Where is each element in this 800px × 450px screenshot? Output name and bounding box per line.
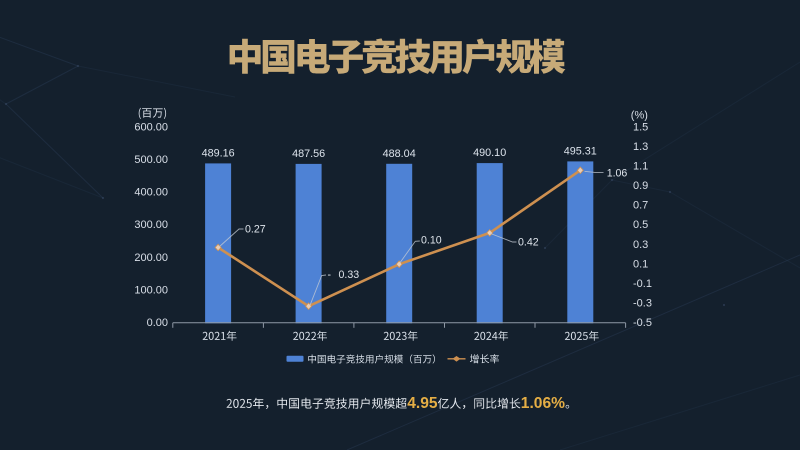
svg-text:1.5: 1.5 xyxy=(633,122,648,134)
svg-text:489.16: 489.16 xyxy=(202,148,235,160)
svg-text:490.10: 490.10 xyxy=(473,147,506,159)
svg-text:500.00: 500.00 xyxy=(134,154,168,166)
svg-text:-0.5: -0.5 xyxy=(633,317,652,329)
svg-text:1.3: 1.3 xyxy=(633,141,648,153)
svg-text:0.00: 0.00 xyxy=(147,317,168,329)
svg-text:495.31: 495.31 xyxy=(564,146,597,158)
svg-text:300.00: 300.00 xyxy=(134,219,168,231)
svg-text:-: - xyxy=(328,269,332,281)
svg-text:100.00: 100.00 xyxy=(134,284,168,296)
svg-text:-0.3: -0.3 xyxy=(633,297,652,309)
svg-text:0.9: 0.9 xyxy=(633,180,648,192)
svg-text:0.5: 0.5 xyxy=(633,219,648,231)
svg-text:0.42: 0.42 xyxy=(518,237,539,249)
svg-text:4.95: 4.95 xyxy=(407,395,438,412)
svg-text:0.1: 0.1 xyxy=(633,258,648,270)
svg-text:1.06: 1.06 xyxy=(607,168,628,180)
svg-text:1.1: 1.1 xyxy=(633,161,648,173)
svg-text:0.3: 0.3 xyxy=(633,239,648,251)
svg-text:200.00: 200.00 xyxy=(134,252,168,264)
svg-text:(%): (%) xyxy=(631,109,648,121)
svg-text:0.27: 0.27 xyxy=(245,224,266,236)
svg-text:600.00: 600.00 xyxy=(134,122,168,134)
svg-text:-0.1: -0.1 xyxy=(633,278,652,290)
svg-text:0.7: 0.7 xyxy=(633,200,648,212)
svg-text:1.06%: 1.06% xyxy=(521,395,565,412)
svg-text:0.10: 0.10 xyxy=(421,235,442,247)
svg-text:488.04: 488.04 xyxy=(383,148,416,160)
svg-text:400.00: 400.00 xyxy=(134,187,168,199)
svg-text:487.56: 487.56 xyxy=(292,148,325,160)
svg-text:0.33: 0.33 xyxy=(339,269,360,281)
